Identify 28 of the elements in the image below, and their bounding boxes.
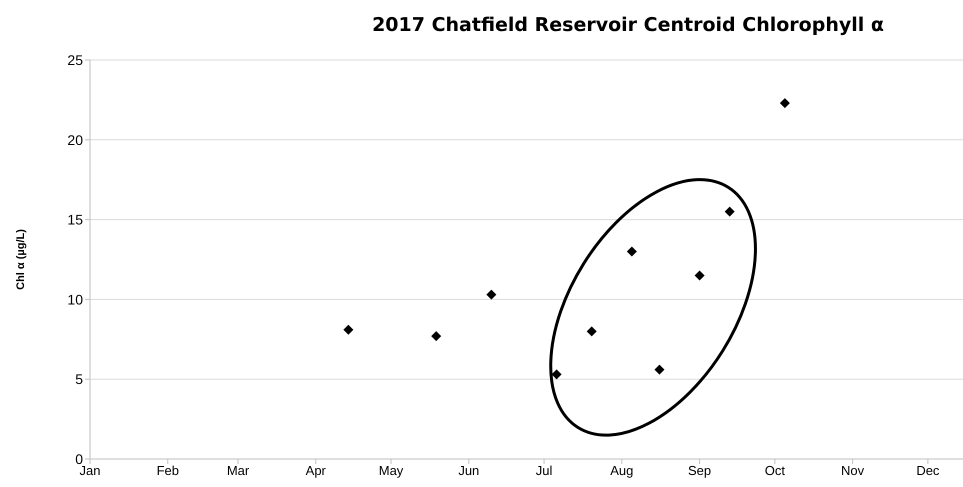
chart-title: 2017 Chatfield Reservoir Centroid Chlorophyll α — [371, 14, 885, 36]
point — [586, 326, 597, 336]
point — [780, 98, 790, 108]
y-tick-label: 25 — [67, 52, 84, 68]
x-tick-label: Apr — [306, 463, 327, 478]
point — [724, 206, 735, 217]
y-tick-label: 15 — [67, 212, 84, 228]
y-tick-label: 10 — [67, 291, 84, 308]
x-tick-label: Mar — [226, 463, 250, 478]
point — [626, 246, 637, 257]
y-tick-label: 5 — [75, 371, 84, 388]
x-tick-label: Jun — [458, 463, 480, 478]
x-tick-label: Dec — [916, 463, 940, 478]
x-tick-label: Nov — [841, 463, 865, 478]
point — [343, 324, 354, 335]
x-tick-label: Sep — [688, 463, 712, 478]
point — [654, 364, 664, 375]
y-tick-label: 20 — [67, 132, 84, 148]
x-tick-label: Aug — [610, 463, 634, 478]
point — [552, 369, 562, 380]
x-tick-label: May — [378, 463, 404, 478]
y-axis-title: Chl α (µg/L) — [14, 228, 27, 290]
point — [486, 290, 496, 300]
x-tick-label: Jul — [536, 463, 552, 478]
x-tick-label: Oct — [764, 463, 786, 478]
point — [694, 270, 705, 280]
point — [431, 331, 442, 342]
x-tick-label: Feb — [156, 463, 179, 478]
